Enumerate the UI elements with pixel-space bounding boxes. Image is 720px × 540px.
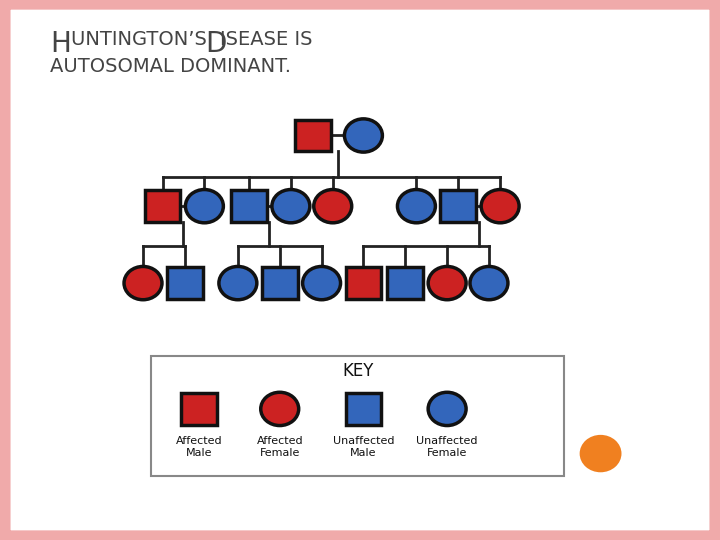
Text: D: D [205,30,227,58]
Ellipse shape [314,190,351,223]
Ellipse shape [272,190,310,223]
Bar [346,267,382,299]
Text: Unaffected
Female: Unaffected Female [416,436,478,457]
Ellipse shape [428,392,466,426]
Text: UNTINGTON’S: UNTINGTON’S [71,30,212,49]
Bar [145,191,181,222]
Bar [262,267,297,299]
Ellipse shape [219,266,257,300]
Bar [441,191,476,222]
Text: AUTOSOMAL DOMINANT.: AUTOSOMAL DOMINANT. [50,57,292,76]
Ellipse shape [428,266,466,300]
Bar [167,267,203,299]
Text: KEY: KEY [342,362,374,380]
Ellipse shape [481,190,519,223]
Text: Unaffected
Male: Unaffected Male [333,436,394,457]
Ellipse shape [302,266,341,300]
Ellipse shape [580,435,621,472]
Bar [181,393,217,425]
Ellipse shape [397,190,436,223]
Ellipse shape [186,190,223,223]
Ellipse shape [124,266,162,300]
Text: H: H [50,30,71,58]
Bar [387,267,423,299]
Bar [231,191,267,222]
Bar [295,120,331,151]
Ellipse shape [344,119,382,152]
Text: ISEASE IS: ISEASE IS [220,30,312,49]
Bar [346,393,382,425]
Ellipse shape [261,392,299,426]
Ellipse shape [470,266,508,300]
Text: Affected
Male: Affected Male [176,436,222,457]
Bar [151,356,564,476]
Text: Affected
Female: Affected Female [256,436,303,457]
